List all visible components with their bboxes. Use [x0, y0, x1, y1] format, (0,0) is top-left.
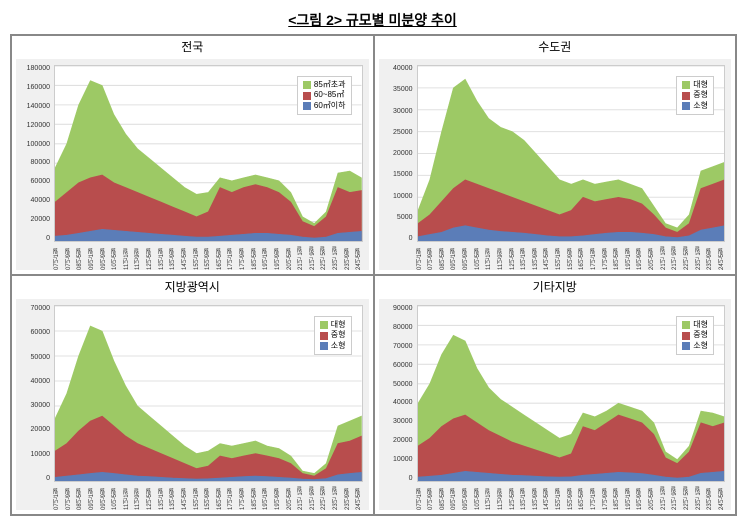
legend-item: 대형 — [682, 320, 708, 330]
chart-grid: 전국 0200004000060000800001000001200001400… — [10, 34, 737, 516]
swatch-icon — [682, 342, 690, 350]
legend-label: 60~85㎡ — [314, 90, 344, 100]
panel-title: 전국 — [12, 36, 373, 57]
legend: 대형 중형 소형 — [676, 76, 714, 115]
legend-item: 60㎡이하 — [303, 101, 346, 111]
x-axis: 07년1월07년9월08년5월09년1월09년9월10년5월11년1월11년9월… — [417, 244, 726, 270]
panel-title: 지방광역시 — [12, 276, 373, 297]
x-axis: 07년1월07년9월08년5월09년1월09년9월10년5월11년1월11년9월… — [417, 484, 726, 510]
plot: 대형 중형 소형 — [54, 305, 363, 482]
legend: 대형 중형 소형 — [676, 316, 714, 355]
legend-label: 소형 — [693, 341, 708, 351]
legend-label: 소형 — [331, 341, 346, 351]
panel-1: 수도권 050001000015000200002500030000350004… — [374, 35, 737, 275]
panel-title: 기타지방 — [375, 276, 736, 297]
panel-title: 수도권 — [375, 36, 736, 57]
swatch-icon — [682, 332, 690, 340]
panel-3: 기타지방 01000020000300004000050000600007000… — [374, 275, 737, 515]
plot: 대형 중형 소형 — [417, 65, 726, 242]
y-axis: 0100002000030000400005000060000700008000… — [379, 305, 415, 482]
legend-item: 중형 — [682, 90, 708, 100]
swatch-icon — [682, 92, 690, 100]
legend-item: 대형 — [320, 320, 346, 330]
x-axis: 07년1월07년9월08년5월09년1월09년9월10년5월11년1월11년9월… — [54, 244, 363, 270]
chart-area: 0100002000030000400005000060000700008000… — [379, 299, 732, 510]
panel-2: 지방광역시 0100002000030000400005000060000700… — [11, 275, 374, 515]
legend-label: 중형 — [693, 330, 708, 340]
plot: 대형 중형 소형 — [417, 305, 726, 482]
swatch-icon — [682, 321, 690, 329]
legend-item: 대형 — [682, 80, 708, 90]
swatch-icon — [303, 92, 311, 100]
chart-area: 0500010000150002000025000300003500040000… — [379, 59, 732, 270]
legend-label: 60㎡이하 — [314, 101, 346, 111]
legend-label: 85㎡초과 — [314, 80, 346, 90]
legend-item: 중형 — [682, 330, 708, 340]
legend-label: 대형 — [693, 320, 708, 330]
plot: 85㎡초과 60~85㎡ 60㎡이하 — [54, 65, 363, 242]
legend-item: 60~85㎡ — [303, 90, 346, 100]
legend-item: 중형 — [320, 330, 346, 340]
legend: 85㎡초과 60~85㎡ 60㎡이하 — [297, 76, 352, 115]
swatch-icon — [303, 81, 311, 89]
legend-label: 대형 — [693, 80, 708, 90]
chart-area: 0200004000060000800001000001200001400001… — [16, 59, 369, 270]
y-axis: 010000200003000040000500006000070000 — [16, 305, 52, 482]
x-axis: 07년1월07년9월08년5월09년1월09년9월10년5월11년1월11년9월… — [54, 484, 363, 510]
swatch-icon — [682, 102, 690, 110]
swatch-icon — [303, 102, 311, 110]
legend-item: 85㎡초과 — [303, 80, 346, 90]
y-axis: 0200004000060000800001000001200001400001… — [16, 65, 52, 242]
legend-label: 중형 — [331, 330, 346, 340]
legend-label: 소형 — [693, 101, 708, 111]
legend-label: 대형 — [331, 320, 346, 330]
legend-label: 중형 — [693, 90, 708, 100]
legend: 대형 중형 소형 — [314, 316, 352, 355]
legend-item: 소형 — [682, 101, 708, 111]
swatch-icon — [320, 342, 328, 350]
legend-item: 소형 — [682, 341, 708, 351]
swatch-icon — [320, 321, 328, 329]
legend-item: 소형 — [320, 341, 346, 351]
main-title: <그림 2> 규모별 미분양 추이 — [10, 10, 735, 30]
panel-0: 전국 0200004000060000800001000001200001400… — [11, 35, 374, 275]
chart-area: 010000200003000040000500006000070000 대형 … — [16, 299, 369, 510]
y-axis: 0500010000150002000025000300003500040000 — [379, 65, 415, 242]
swatch-icon — [320, 332, 328, 340]
swatch-icon — [682, 81, 690, 89]
